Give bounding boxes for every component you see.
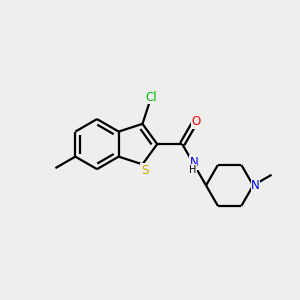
Text: S: S [141,164,148,177]
Text: N: N [190,156,198,169]
Text: H: H [189,164,197,175]
Text: N: N [251,179,260,192]
Text: O: O [191,116,200,128]
Text: Cl: Cl [146,91,157,104]
